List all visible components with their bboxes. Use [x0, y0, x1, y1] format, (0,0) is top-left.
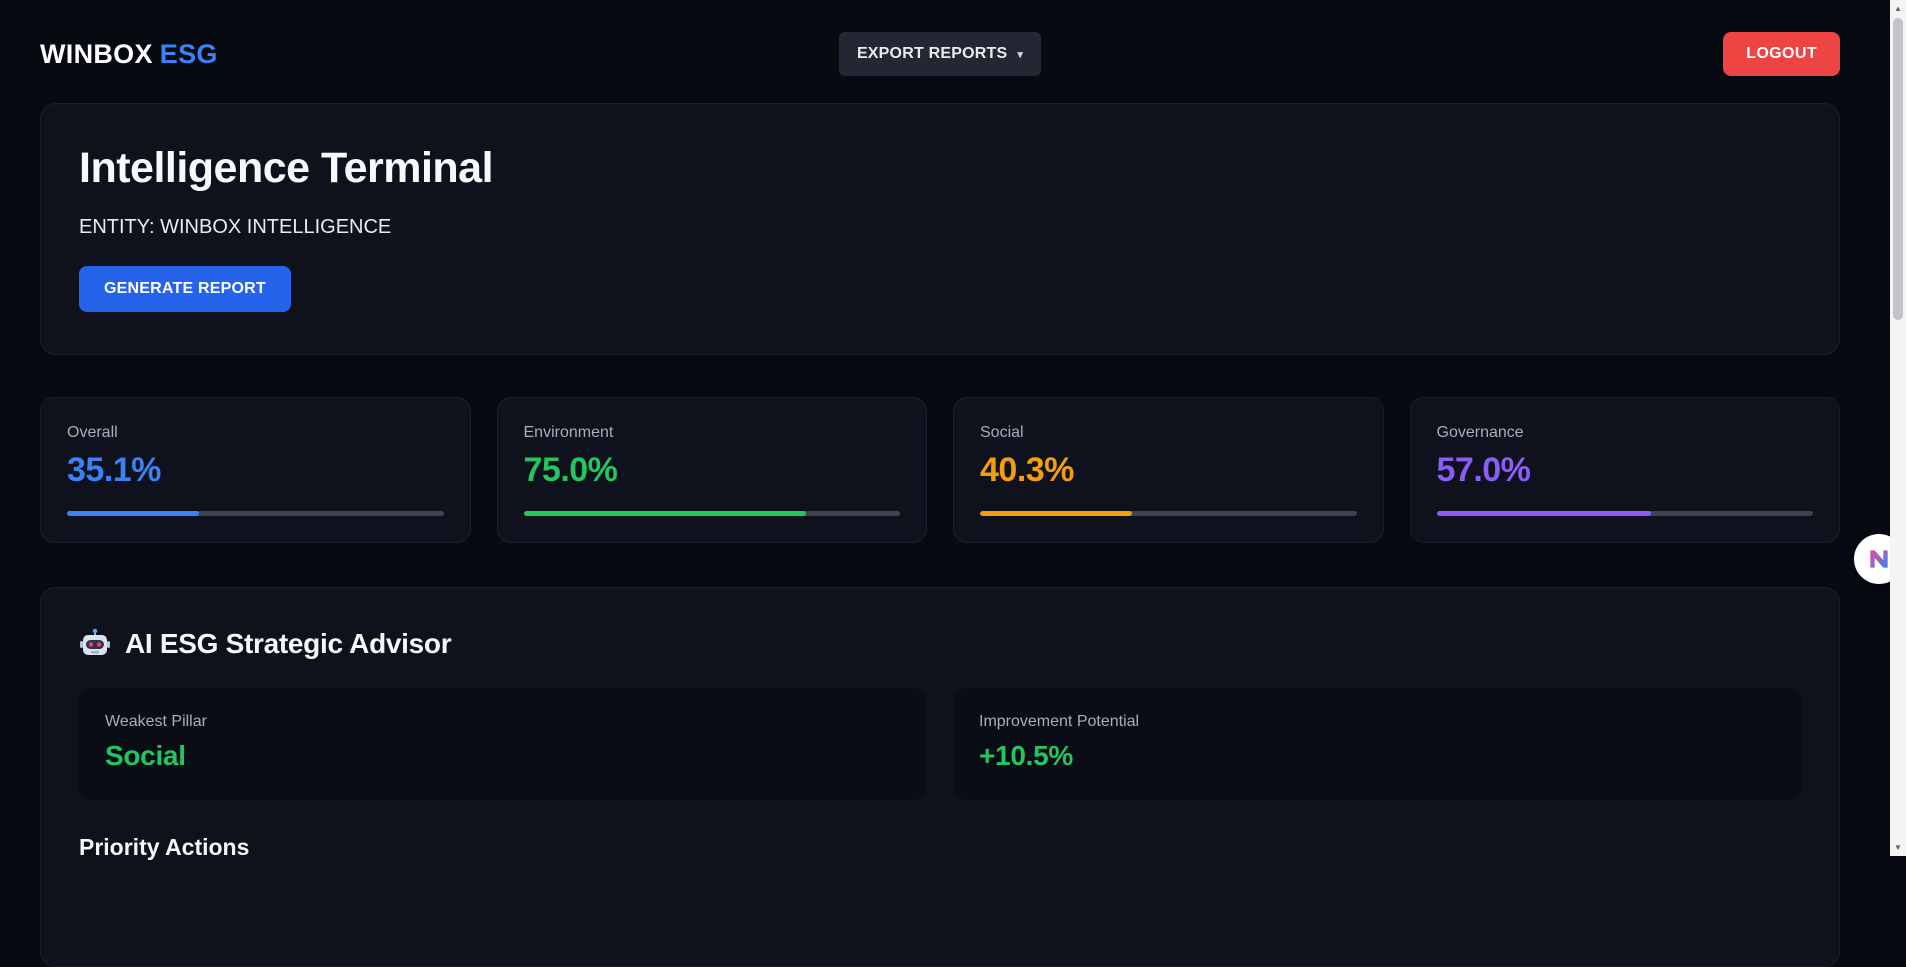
esg-dashboard-page: WINBOX ESG EXPORT REPORTS ▾ LOGOUT Intell…	[40, 0, 1840, 967]
stat-label: Overall	[67, 424, 118, 441]
brand-logo: WINBOX ESG	[40, 39, 839, 70]
scroll-down-button[interactable]: ▼	[1890, 839, 1906, 856]
advisor-insights-grid: Weakest Pillar Social Improvement Potent…	[79, 688, 1801, 800]
entity-label: ENTITY: WINBOX INTELLIGENCE	[79, 216, 392, 238]
export-reports-button[interactable]: EXPORT REPORTS ▾	[838, 32, 1042, 76]
stat-value: 57.0%	[1436, 451, 1531, 489]
brand-primary: WINBOX	[40, 38, 153, 69]
progress-fill	[523, 511, 806, 516]
robot-icon	[79, 628, 111, 660]
progress-track	[980, 511, 1357, 516]
insight-value: +10.5%	[979, 740, 1073, 771]
progress-fill	[980, 511, 1132, 516]
stat-value: 35.1%	[67, 451, 161, 489]
insight-label: Improvement Potential	[979, 713, 1140, 730]
priority-actions-heading: Priority Actions	[79, 834, 250, 860]
page-title: Intelligence Terminal	[79, 144, 494, 192]
insight-card-improvement-potential: Improvement Potential +10.5%	[953, 688, 1801, 800]
stat-label: Governance	[1436, 424, 1524, 441]
stat-label: Environment	[523, 424, 614, 441]
progress-track	[523, 511, 900, 516]
top-nav: WINBOX ESG EXPORT REPORTS ▾ LOGOUT	[40, 0, 1840, 76]
caret-down-icon: ▾	[1017, 48, 1024, 61]
header-right: LOGOUT	[1041, 32, 1840, 76]
advisor-card: AI ESG Strategic Advisor Weakest Pillar …	[40, 587, 1840, 967]
insight-card-weakest-pillar: Weakest Pillar Social	[79, 688, 927, 800]
scrollbar-thumb[interactable]	[1893, 18, 1903, 320]
stat-value: 75.0%	[523, 451, 618, 489]
insight-value: Social	[105, 740, 186, 771]
insight-label: Weakest Pillar	[105, 713, 207, 730]
progress-track	[1436, 511, 1813, 516]
export-reports-label: EXPORT REPORTS	[856, 45, 1008, 62]
stat-card-overall: Overall 35.1%	[40, 397, 471, 543]
stat-card-governance: Governance 57.0%	[1409, 397, 1840, 543]
logout-button[interactable]: LOGOUT	[1723, 32, 1840, 76]
brand-accent: ESG	[159, 38, 218, 69]
stat-value: 40.3%	[980, 451, 1074, 489]
advisor-title: AI ESG Strategic Advisor	[125, 628, 452, 659]
stat-card-social: Social 40.3%	[953, 397, 1384, 543]
scroll-up-button[interactable]: ▲	[1890, 0, 1906, 17]
assistant-logo-icon	[1866, 546, 1892, 572]
progress-fill	[1436, 511, 1652, 516]
advisor-title-row: AI ESG Strategic Advisor	[79, 628, 1801, 660]
generate-report-button[interactable]: GENERATE REPORT	[79, 266, 291, 312]
progress-track	[67, 511, 444, 516]
progress-fill	[67, 511, 200, 516]
stat-label: Social	[980, 424, 1024, 441]
stats-grid: Overall 35.1% Environment 75.0% Social 4…	[40, 397, 1840, 543]
hero-card: Intelligence Terminal ENTITY: WINBOX INT…	[40, 103, 1840, 355]
stat-card-environment: Environment 75.0%	[496, 397, 927, 543]
scrollbar[interactable]: ▲ ▼	[1890, 0, 1906, 856]
